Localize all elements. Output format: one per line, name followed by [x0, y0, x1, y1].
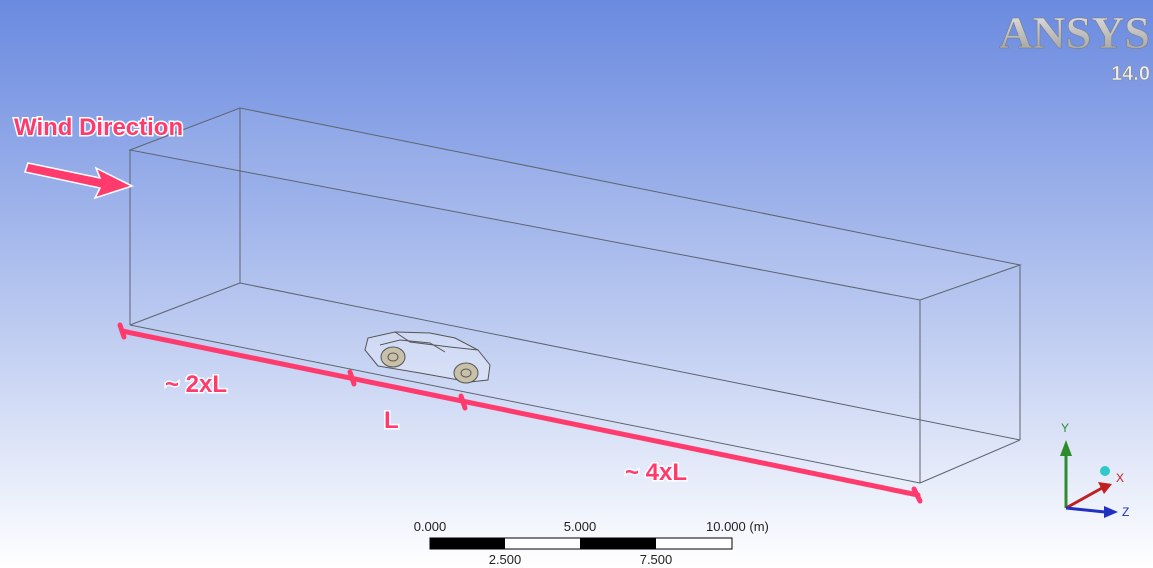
scale-label: 7.500: [640, 552, 673, 567]
wind-label: Wind Direction: [14, 114, 183, 141]
scale-bar: [430, 538, 732, 549]
background: [0, 0, 1153, 568]
logo-version: 14.0: [1111, 63, 1150, 85]
downstream-label: ~ 4xL: [625, 459, 687, 486]
scale-label: 10.000 (m): [706, 519, 769, 534]
upstream-label: ~ 2xL: [165, 371, 227, 398]
viewport: ANSYS 14.0 Wind Direction ~ 2xL L ~ 4xL: [0, 0, 1153, 568]
scale-label: 2.500: [489, 552, 522, 567]
body-label: L: [384, 407, 399, 434]
page: ANSYS 14.0 Wind Direction ~ 2xL L ~ 4xL: [0, 0, 1153, 568]
logo-name: ANSYS: [999, 7, 1150, 58]
axis-z-label: Z: [1122, 505, 1129, 519]
scale-label: 5.000: [564, 519, 597, 534]
axis-y-label: Y: [1061, 421, 1069, 435]
scale-label: 0.000: [414, 519, 447, 534]
axis-x-label: X: [1116, 471, 1124, 485]
